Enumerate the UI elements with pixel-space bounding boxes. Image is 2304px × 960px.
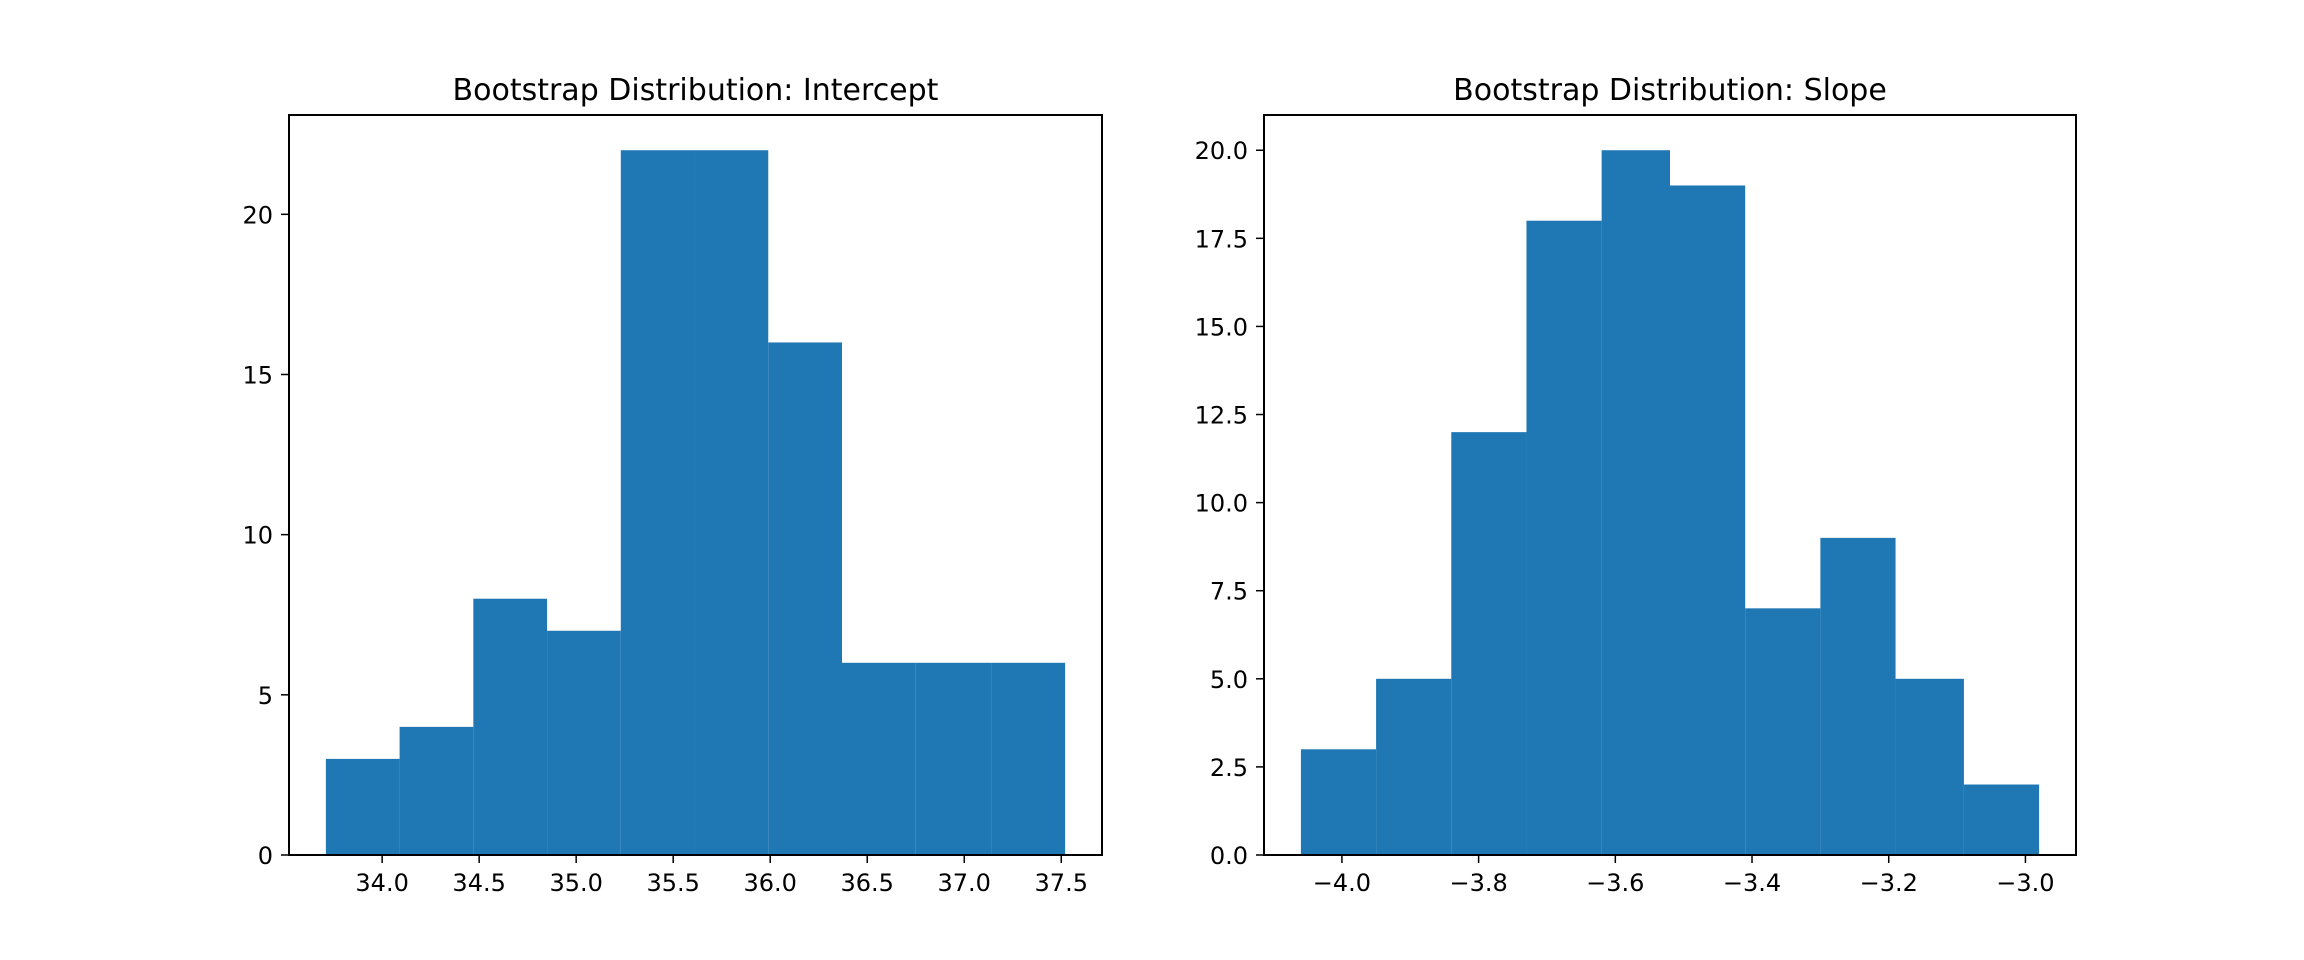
intercept-x-tick-label: 36.0 (743, 869, 796, 897)
slope-x-axis: −4.0 −3.8 −3.6 −3.4 −3.2 −3.0 (1313, 855, 2055, 897)
intercept-bar-2 (473, 598, 548, 855)
intercept-x-axis: 34.0 34.5 35.0 35.5 36.0 36.5 37.0 37.5 (355, 855, 1088, 897)
slope-bar-6 (1745, 608, 1821, 855)
intercept-x-tick-label: 34.5 (452, 869, 505, 897)
slope-bar-3 (1526, 220, 1602, 855)
slope-y-tick-label: 10.0 (1195, 490, 1248, 518)
intercept-x-tick-label: 37.0 (938, 869, 991, 897)
intercept-histogram: 34.0 34.5 35.0 35.5 36.0 36.5 37.0 37.5 0 5 10 15 2… (242, 73, 1103, 897)
slope-x-tick-label: −3.6 (1586, 869, 1644, 897)
intercept-y-tick-label: 10 (242, 522, 273, 550)
slope-y-axis: 0.0 2.5 5.0 7.5 10.0 12.5 15.0 17.5 20.0 (1195, 137, 1264, 870)
intercept-y-axis: 0 5 10 15 20 (242, 201, 289, 870)
intercept-x-tick-label: 35.0 (549, 869, 602, 897)
intercept-bar-6 (768, 342, 842, 855)
intercept-x-tick-label: 34.0 (355, 869, 408, 897)
slope-axes-frame (1263, 114, 2077, 856)
intercept-bar-8 (915, 662, 992, 855)
slope-x-tick-label: −3.8 (1449, 869, 1507, 897)
slope-bar-0 (1300, 749, 1377, 855)
intercept-axes-frame (288, 114, 1103, 856)
slope-y-tick-label: 0.0 (1210, 842, 1248, 870)
slope-bar-1 (1376, 678, 1452, 855)
slope-x-tick-label: −3.2 (1860, 869, 1918, 897)
slope-bar-7 (1820, 537, 1896, 855)
intercept-bars (325, 150, 1066, 855)
slope-bar-9 (1963, 784, 2040, 855)
intercept-bar-9 (991, 662, 1066, 855)
slope-y-tick-label: 17.5 (1195, 225, 1248, 253)
slope-bars (1300, 150, 2040, 855)
slope-bar-4 (1601, 150, 1670, 855)
intercept-y-tick-label: 0 (258, 842, 273, 870)
slope-y-tick-label: 20.0 (1195, 137, 1248, 165)
slope-histogram: −4.0 −3.8 −3.6 −3.4 −3.2 −3.0 0.0 2.5 5.0 7.5 10.… (1195, 73, 2077, 897)
intercept-x-tick-label: 36.5 (841, 869, 894, 897)
intercept-bar-7 (841, 662, 916, 855)
intercept-x-tick-label: 37.5 (1035, 869, 1088, 897)
slope-bar-2 (1451, 432, 1527, 855)
slope-y-tick-label: 15.0 (1195, 313, 1248, 341)
intercept-bar-5 (694, 150, 769, 855)
slope-x-tick-label: −3.4 (1723, 869, 1781, 897)
slope-y-tick-label: 5.0 (1210, 666, 1248, 694)
slope-y-tick-label: 7.5 (1210, 578, 1248, 606)
slope-y-tick-label: 12.5 (1195, 402, 1248, 430)
slope-x-tick-label: −4.0 (1313, 869, 1371, 897)
slope-y-tick-label: 2.5 (1210, 754, 1248, 782)
slope-bar-5 (1670, 185, 1746, 855)
intercept-title: Bootstrap Distribution: Intercept (453, 73, 939, 108)
slope-x-tick-label: −3.0 (1996, 869, 2054, 897)
intercept-bar-0 (325, 758, 400, 855)
intercept-bar-1 (399, 726, 474, 855)
slope-title: Bootstrap Distribution: Slope (1453, 73, 1887, 108)
slope-bar-8 (1895, 678, 1964, 855)
intercept-y-tick-label: 20 (242, 201, 273, 229)
intercept-bar-4 (620, 150, 695, 855)
intercept-bar-3 (547, 630, 621, 855)
intercept-y-tick-label: 5 (258, 682, 273, 710)
intercept-y-tick-label: 15 (242, 361, 273, 389)
intercept-x-tick-label: 35.5 (646, 869, 699, 897)
